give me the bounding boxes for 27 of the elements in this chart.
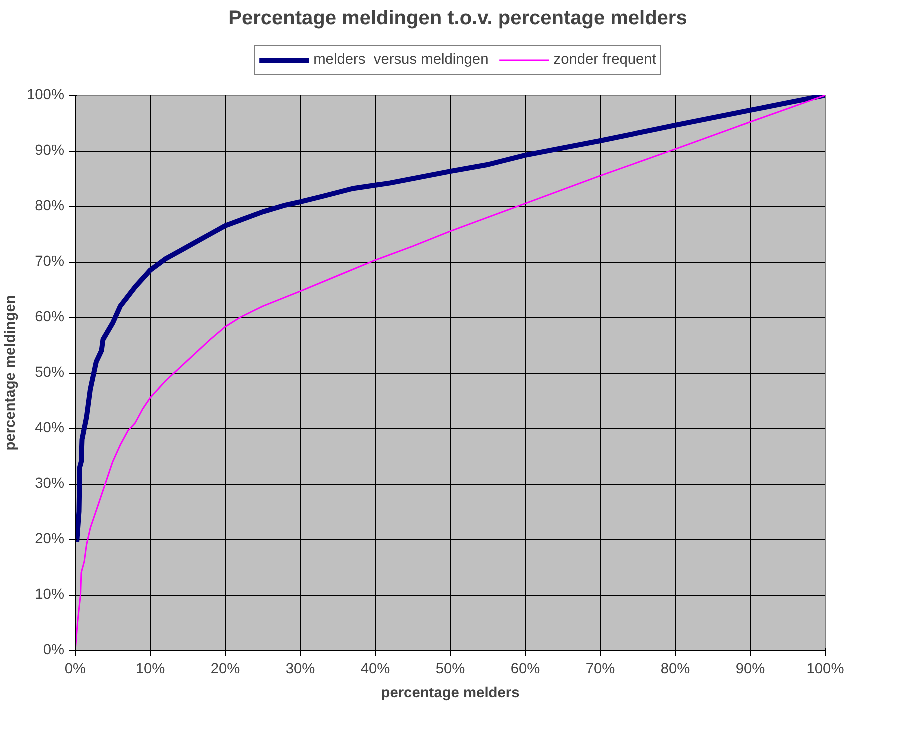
- y-axis-title: percentage meldingen: [3, 295, 20, 451]
- legend-label: melders versus meldingen: [314, 52, 489, 68]
- y-tick-label: 20%: [35, 532, 65, 548]
- y-tick-label: 90%: [35, 143, 65, 159]
- x-tick-label: 20%: [210, 662, 240, 678]
- x-tick-label: 10%: [136, 662, 166, 678]
- x-tick-label: 70%: [586, 662, 616, 678]
- x-tick-label: 30%: [286, 662, 316, 678]
- y-tick-label: 60%: [35, 310, 65, 326]
- y-tick-label: 30%: [35, 476, 65, 492]
- y-tick-label: 10%: [35, 587, 65, 603]
- x-tick-label: 60%: [510, 662, 540, 678]
- y-tick-label: 100%: [27, 88, 65, 104]
- legend-label: zonder frequent: [554, 52, 656, 68]
- y-tick-label: 0%: [43, 642, 65, 658]
- y-tick-label: 40%: [35, 420, 65, 436]
- y-tick-label: 70%: [35, 254, 65, 270]
- chart-title: Percentage meldingen t.o.v. percentage melders: [228, 8, 688, 30]
- y-tick-label: 80%: [35, 198, 65, 214]
- x-axis-title: percentage melders: [381, 686, 520, 702]
- x-tick-label: 50%: [436, 662, 466, 678]
- x-tick-label: 100%: [806, 662, 844, 678]
- x-tick-label: 80%: [660, 662, 690, 678]
- x-tick-label: 0%: [64, 662, 86, 678]
- x-tick-label: 90%: [736, 662, 766, 678]
- x-tick-label: 40%: [360, 662, 390, 678]
- y-tick-label: 50%: [35, 365, 65, 381]
